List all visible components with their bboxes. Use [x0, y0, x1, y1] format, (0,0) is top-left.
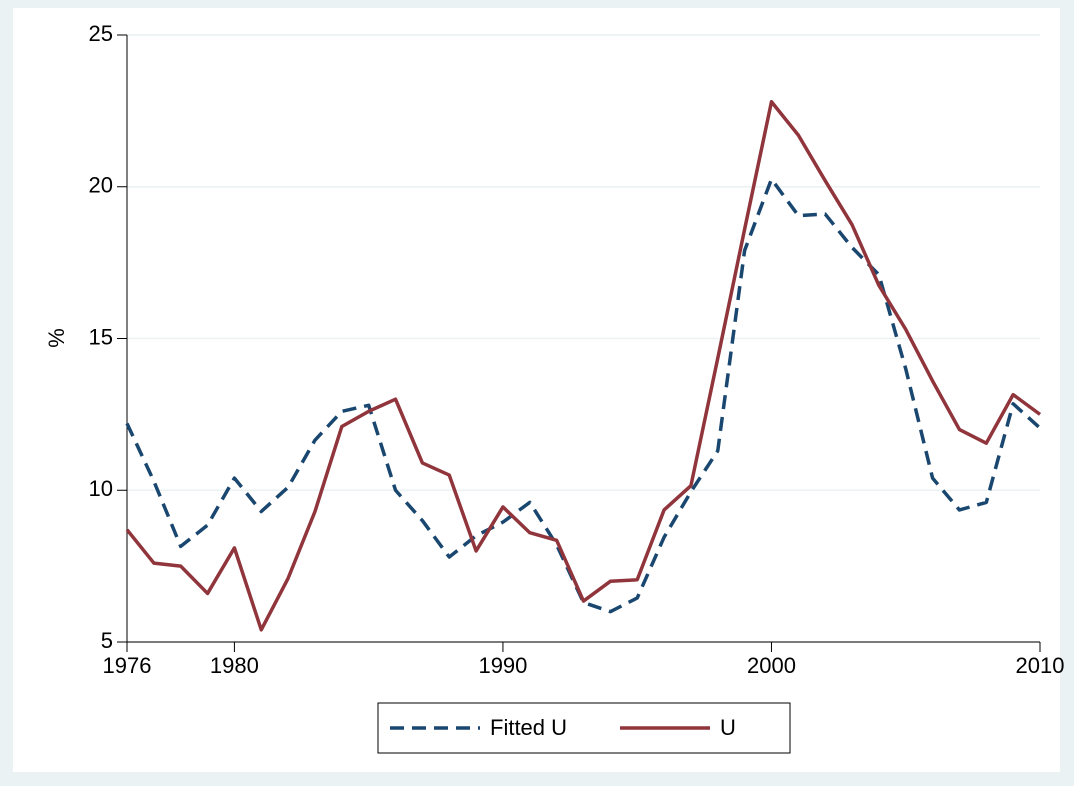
x-tick-label: 2010: [1016, 653, 1065, 678]
y-axis-label: %: [44, 328, 69, 348]
legend-label: U: [720, 715, 736, 740]
x-tick-label: 2000: [747, 653, 796, 678]
graph-region: [13, 8, 1060, 772]
y-tick-label: 20: [89, 173, 113, 198]
legend-label: Fitted U: [490, 715, 567, 740]
y-tick-label: 15: [89, 324, 113, 349]
x-tick-label: 1990: [478, 653, 527, 678]
series-line: [125, 177, 1042, 614]
series-line: [125, 100, 1042, 632]
x-tick-label: 1980: [210, 653, 259, 678]
x-tick-label: 1976: [103, 653, 152, 678]
legend-box: [377, 702, 791, 754]
y-tick-label: 10: [89, 476, 113, 501]
y-tick-label: 25: [89, 21, 113, 46]
y-tick-label: 5: [101, 628, 113, 653]
